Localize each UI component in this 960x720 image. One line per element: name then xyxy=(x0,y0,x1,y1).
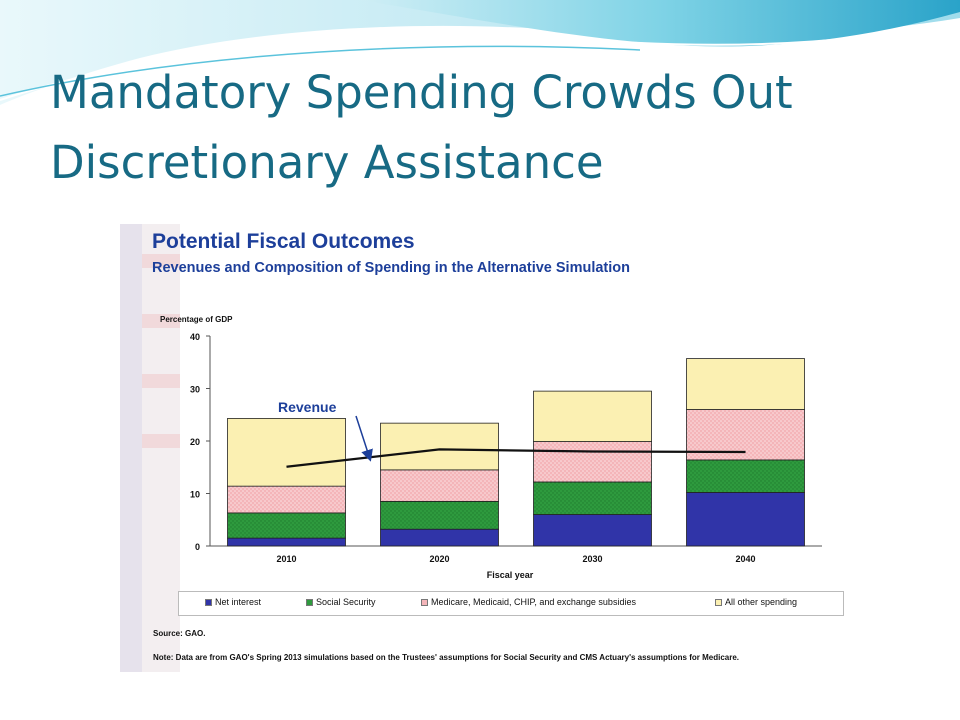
legend-label: Medicare, Medicaid, CHIP, and exchange s… xyxy=(431,597,636,607)
bar-social-security-2030 xyxy=(533,481,652,515)
slide-title-line-1: Mandatory Spending Crowds Out xyxy=(50,66,793,119)
header-swoosh-decoration xyxy=(0,0,960,105)
bar-social-security-2020 xyxy=(380,500,499,530)
y-axis-label: Percentage of GDP xyxy=(160,315,233,324)
y-tick-label: 20 xyxy=(190,437,200,447)
revenue-line xyxy=(286,448,746,468)
chart-note: Note: Data are from GAO's Spring 2013 si… xyxy=(153,653,740,662)
x-tick-label: 2010 xyxy=(276,554,296,564)
bar-social-security-2010 xyxy=(227,512,346,539)
bar-medicare-medicaid-chip-and-exchange-subsidies-2020 xyxy=(380,469,499,502)
revenue-annotation-arrow xyxy=(355,415,373,462)
bar-net-interest-2010 xyxy=(227,537,346,547)
chart-title: Potential Fiscal Outcomes xyxy=(152,230,415,253)
chart-image-panel: Potential Fiscal Outcomes Revenues and C… xyxy=(120,224,848,672)
x-tick-label: 2030 xyxy=(582,554,602,564)
y-tick-label: 40 xyxy=(190,332,200,342)
legend-label: Net interest xyxy=(215,597,262,607)
flag-background-decoration xyxy=(120,224,180,672)
bar-medicare-medicaid-chip-and-exchange-subsidies-2010 xyxy=(227,485,346,514)
chart-subtitle: Revenues and Composition of Spending in … xyxy=(152,260,631,276)
legend-item-social-security: Social Security xyxy=(306,597,376,607)
bar-net-interest-2030 xyxy=(533,514,652,547)
legend-swatch-all-other xyxy=(715,598,722,606)
legend-swatch-medicare xyxy=(421,598,428,606)
y-tick-label: 30 xyxy=(190,385,200,395)
slide-title-line-2: Discretionary Assistance xyxy=(50,136,604,189)
revenue-annotation-label: Revenue xyxy=(278,399,337,415)
y-tick-label: 0 xyxy=(195,542,200,552)
x-axis-title: Fiscal year xyxy=(487,570,534,580)
chart-legend: Net interest Social Security Medicare, M… xyxy=(178,591,844,616)
bar-net-interest-2040 xyxy=(686,492,805,547)
bar-medicare-medicaid-chip-and-exchange-subsidies-2030 xyxy=(533,441,652,483)
x-tick-label: 2040 xyxy=(735,554,755,564)
bar-all-other-spending-2010 xyxy=(227,418,346,487)
y-tick-label: 10 xyxy=(190,490,200,500)
x-tick-label: 2020 xyxy=(429,554,449,564)
bar-net-interest-2020 xyxy=(380,528,499,547)
slide-title: Mandatory Spending Crowds Out Discretion… xyxy=(50,58,930,198)
legend-swatch-net-interest xyxy=(205,598,212,606)
bar-social-security-2040 xyxy=(686,459,805,493)
legend-label: Social Security xyxy=(316,597,376,607)
legend-item-medicare: Medicare, Medicaid, CHIP, and exchange s… xyxy=(421,597,636,607)
chart-source: Source: GAO. xyxy=(153,629,206,638)
bar-all-other-spending-2040 xyxy=(686,358,805,410)
legend-label: All other spending xyxy=(725,597,798,607)
legend-item-net-interest: Net interest xyxy=(205,597,261,607)
legend-swatch-social-security xyxy=(306,598,313,606)
legend-item-all-other: All other spending xyxy=(715,597,797,607)
bar-all-other-spending-2030 xyxy=(533,390,652,442)
bar-all-other-spending-2020 xyxy=(380,422,499,471)
